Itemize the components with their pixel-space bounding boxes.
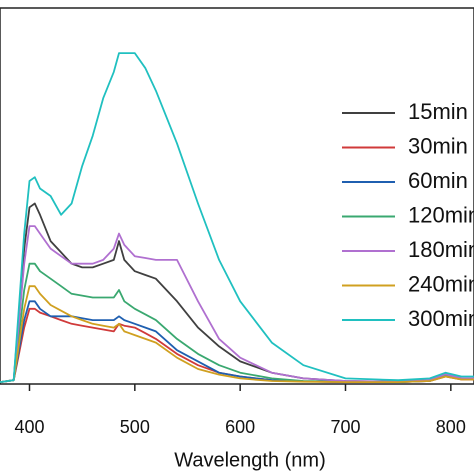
series-line: [0, 225, 474, 383]
series-line: [0, 285, 474, 383]
x-tick-label: 400: [14, 417, 44, 437]
legend-label: 30min: [408, 133, 468, 158]
legend-label: 15min: [408, 99, 468, 124]
series-line: [0, 300, 474, 383]
x-tick-label: 700: [330, 417, 360, 437]
legend-label: 240min: [408, 271, 474, 296]
legend-label: 180min: [408, 237, 474, 262]
series-line: [0, 52, 474, 383]
legend-label: 300min: [408, 306, 474, 331]
x-tick-label: 600: [225, 417, 255, 437]
x-tick-label: 800: [436, 417, 466, 437]
plot-frame: [0, 7, 474, 385]
legend-label: 60min: [408, 168, 468, 193]
x-axis-label: Wavelength (nm): [174, 449, 326, 471]
x-tick-label: 500: [120, 417, 150, 437]
legend-label: 120min: [408, 202, 474, 227]
